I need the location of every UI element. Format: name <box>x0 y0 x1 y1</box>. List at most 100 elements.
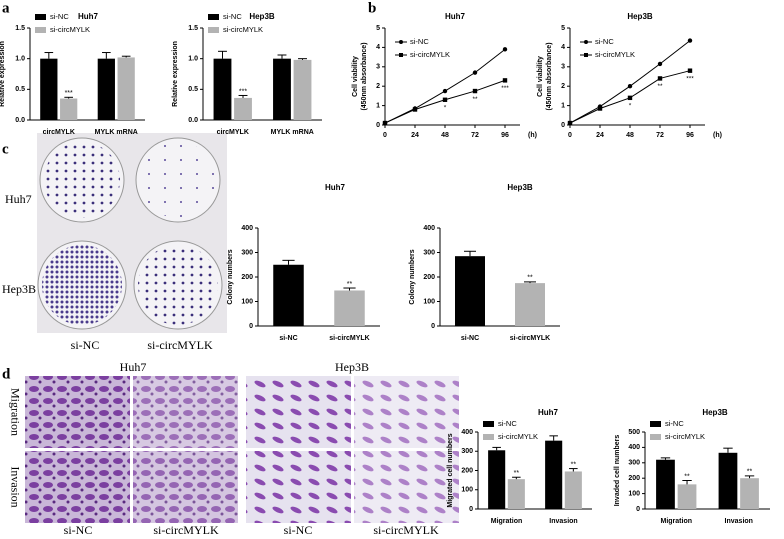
y-tick-label: 1.5 <box>188 25 198 32</box>
point <box>472 88 478 94</box>
x-tick-label: 72 <box>471 132 479 139</box>
panel-letter: a <box>2 0 10 16</box>
column-label: si-circMYLK <box>147 338 213 352</box>
colonies <box>140 142 216 218</box>
y-tick-label: 300 <box>423 249 435 256</box>
legend-label: si-circMYLK <box>498 432 538 441</box>
y-tick-label: 1 <box>376 102 380 109</box>
group-label: Huh7 <box>120 360 147 374</box>
y-tick-label: 200 <box>628 475 640 482</box>
legend-marker <box>399 53 403 57</box>
legend-label: si-NC <box>50 12 69 21</box>
y-tick-label: 0 <box>249 323 253 330</box>
y-tick-label: 0 <box>636 506 640 513</box>
y-tick-label: 400 <box>423 225 435 232</box>
photo <box>246 376 351 448</box>
y-tick-label: 0 <box>561 122 565 129</box>
significance: * <box>444 104 447 111</box>
x-tick-label: MYLK mRNA <box>271 129 314 136</box>
x-tick-label: 0 <box>383 132 387 139</box>
legend-swatch <box>483 434 494 440</box>
point <box>627 84 633 89</box>
y-tick-label: 0.0 <box>15 117 25 124</box>
y-tick-label: 200 <box>423 274 435 281</box>
y-tick-label: 5 <box>376 25 380 32</box>
y-tick-label: 1.5 <box>15 25 25 32</box>
colony-images: Huh7 Hep3B si-NC si-circMYLK <box>2 133 227 352</box>
bar <box>564 471 582 509</box>
bar <box>507 479 525 509</box>
point <box>442 88 448 94</box>
significance: ** <box>527 275 533 282</box>
y-tick-label: 3 <box>561 64 565 71</box>
row-label: Migration <box>8 388 22 436</box>
chart-title: Huh7 <box>78 12 99 21</box>
significance: ** <box>657 83 663 90</box>
point <box>502 78 508 83</box>
x-tick-label: 48 <box>626 132 634 139</box>
legend-swatch <box>35 14 46 20</box>
significance: *** <box>686 75 694 82</box>
point <box>627 95 633 101</box>
chart-title: Hep3B <box>249 12 275 21</box>
legend-swatch <box>208 14 219 20</box>
y-axis-label: (450nm absorbance) <box>546 42 553 110</box>
x-tick-label: 24 <box>596 132 604 139</box>
x-tick-label: Migration <box>491 518 523 525</box>
y-tick-label: 1.0 <box>15 56 25 63</box>
y-axis-label: Relative expression <box>0 41 6 107</box>
y-tick-label: 300 <box>241 249 253 256</box>
significance: * <box>629 103 632 110</box>
y-tick-label: 400 <box>628 444 640 451</box>
point <box>567 120 573 126</box>
legend-label: si-circMYLK <box>410 50 450 59</box>
column-label: si-NC <box>71 338 100 352</box>
x-tick-label: si-circMYLK <box>329 335 369 342</box>
significance: *** <box>501 85 509 92</box>
transwell-images: Huh7 Hep3B Migration Invasion si-NC si-c… <box>8 360 459 537</box>
panel-letter: b <box>368 0 376 16</box>
bar <box>334 290 365 326</box>
significance: ** <box>472 96 478 103</box>
bar <box>677 484 697 509</box>
legend-label: si-NC <box>498 419 517 428</box>
chart-title: Hep3B <box>507 183 533 192</box>
x-tick-label: si-circMYLK <box>510 335 550 342</box>
y-tick-label: 200 <box>461 467 473 474</box>
colonies <box>138 245 218 325</box>
legend-label: si-NC <box>665 419 684 428</box>
y-tick-label: 100 <box>423 298 435 305</box>
column-label: si-NC <box>284 523 313 537</box>
y-tick-label: 2 <box>561 83 565 90</box>
x-tick-label: Migration <box>661 518 693 525</box>
group-label: Hep3B <box>335 360 369 374</box>
chart-title: Huh7 <box>445 12 466 21</box>
point <box>502 47 508 52</box>
point <box>442 97 448 102</box>
photo <box>25 451 130 523</box>
significance: *** <box>239 88 247 95</box>
y-tick-label: 3 <box>376 64 380 71</box>
x-tick-label: Invasion <box>725 518 753 525</box>
bar <box>213 58 232 120</box>
legend-label: si-circMYLK <box>595 50 635 59</box>
significance: ** <box>571 461 577 468</box>
chart-title: Huh7 <box>538 408 559 417</box>
point <box>657 76 663 81</box>
y-tick-label: 4 <box>376 44 380 51</box>
significance: *** <box>65 90 73 97</box>
y-tick-label: 400 <box>241 225 253 232</box>
bar <box>234 97 252 120</box>
legend-label: si-NC <box>410 37 429 46</box>
bar <box>273 58 291 120</box>
panel-letter: d <box>2 366 11 382</box>
bar <box>117 57 135 120</box>
legend-swatch <box>650 421 661 427</box>
x-tick-label: 72 <box>656 132 664 139</box>
point <box>687 38 693 43</box>
legend-label: si-circMYLK <box>223 25 263 34</box>
x-tick-label: MYLK mRNA <box>95 129 138 136</box>
y-tick-label: 300 <box>628 460 640 467</box>
bar <box>740 478 759 509</box>
y-tick-label: 100 <box>241 298 253 305</box>
